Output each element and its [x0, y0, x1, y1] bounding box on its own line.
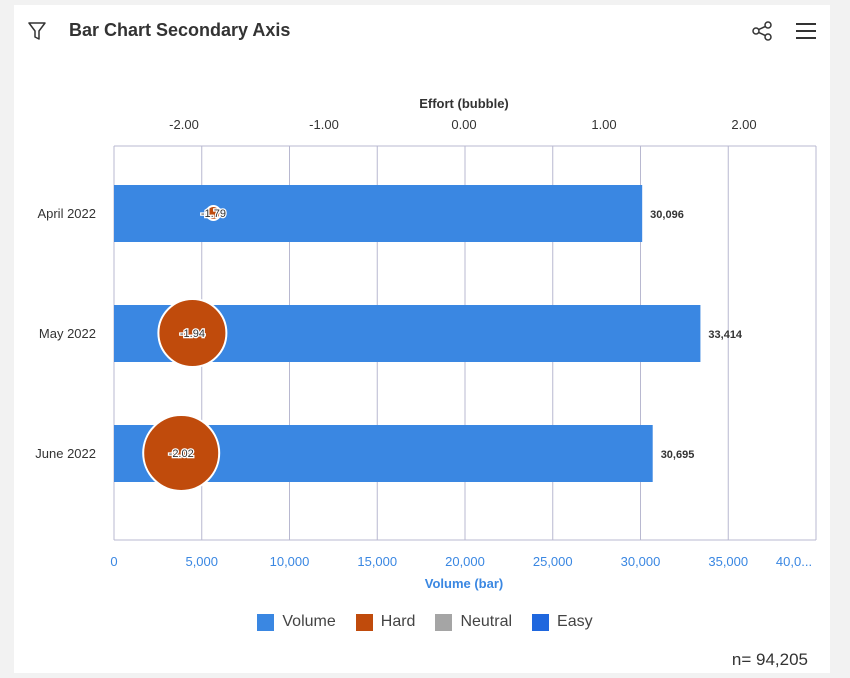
bubble-hard — [205, 205, 222, 221]
bubble-value-label: -2.02 — [169, 448, 194, 460]
legend-swatch — [435, 613, 453, 631]
legend: Volume Hard Neutral Easy — [0, 613, 850, 631]
bubble-value-label: -1.79 — [201, 208, 226, 220]
legend-item-hard[interactable]: Hard — [355, 613, 416, 631]
bar-value-label: 30,695 — [661, 449, 695, 461]
legend-label: Hard — [380, 613, 416, 630]
share-icon[interactable] — [752, 21, 774, 46]
chart-title: Bar Chart Secondary Axis — [69, 20, 291, 40]
category-label: June 2022 — [35, 446, 96, 461]
x-tick-label: 15,000 — [357, 554, 397, 569]
bubble-hard — [157, 298, 228, 368]
menu-icon[interactable] — [795, 22, 817, 45]
sample-size: n= 94,205 — [731, 650, 808, 669]
secondary-axis-title: Effort (bubble) — [419, 96, 509, 111]
category-label: May 2022 — [39, 326, 96, 341]
x-tick-label: 25,000 — [533, 554, 573, 569]
legend-swatch — [532, 613, 550, 631]
secondary-tick-label: 1.00 — [591, 117, 616, 132]
x-tick-label: 5,000 — [185, 554, 218, 569]
bubble-hard — [142, 414, 221, 492]
legend-swatch — [355, 613, 373, 631]
x-axis-title: Volume (bar) — [425, 576, 504, 591]
secondary-tick-label: 0.00 — [451, 117, 476, 132]
x-tick-label: 30,000 — [621, 554, 661, 569]
bar-value-label: 30,096 — [650, 209, 684, 221]
bar-volume — [114, 185, 643, 242]
legend-item-neutral[interactable]: Neutral — [435, 613, 512, 631]
secondary-tick-label: -1.00 — [309, 117, 339, 132]
filter-icon[interactable] — [28, 21, 46, 46]
x-tick-label: 20,000 — [445, 554, 485, 569]
legend-label: Volume — [282, 613, 336, 630]
x-tick-label: 10,000 — [270, 554, 310, 569]
x-tick-label: 35,000 — [708, 554, 748, 569]
category-label: April 2022 — [37, 206, 96, 221]
legend-item-volume[interactable]: Volume — [257, 613, 336, 631]
x-tick-label: 0 — [110, 554, 117, 569]
legend-item-easy[interactable]: Easy — [532, 613, 593, 631]
secondary-tick-label: -2.00 — [169, 117, 199, 132]
secondary-tick-label: 2.00 — [731, 117, 756, 132]
bubble-value-label: -1.94 — [180, 328, 205, 340]
legend-swatch — [257, 613, 275, 631]
x-tick-label: 40,0... — [776, 554, 812, 569]
bar-value-label: 33,414 — [708, 329, 743, 341]
legend-label: Neutral — [460, 613, 513, 630]
legend-label: Easy — [557, 613, 593, 630]
